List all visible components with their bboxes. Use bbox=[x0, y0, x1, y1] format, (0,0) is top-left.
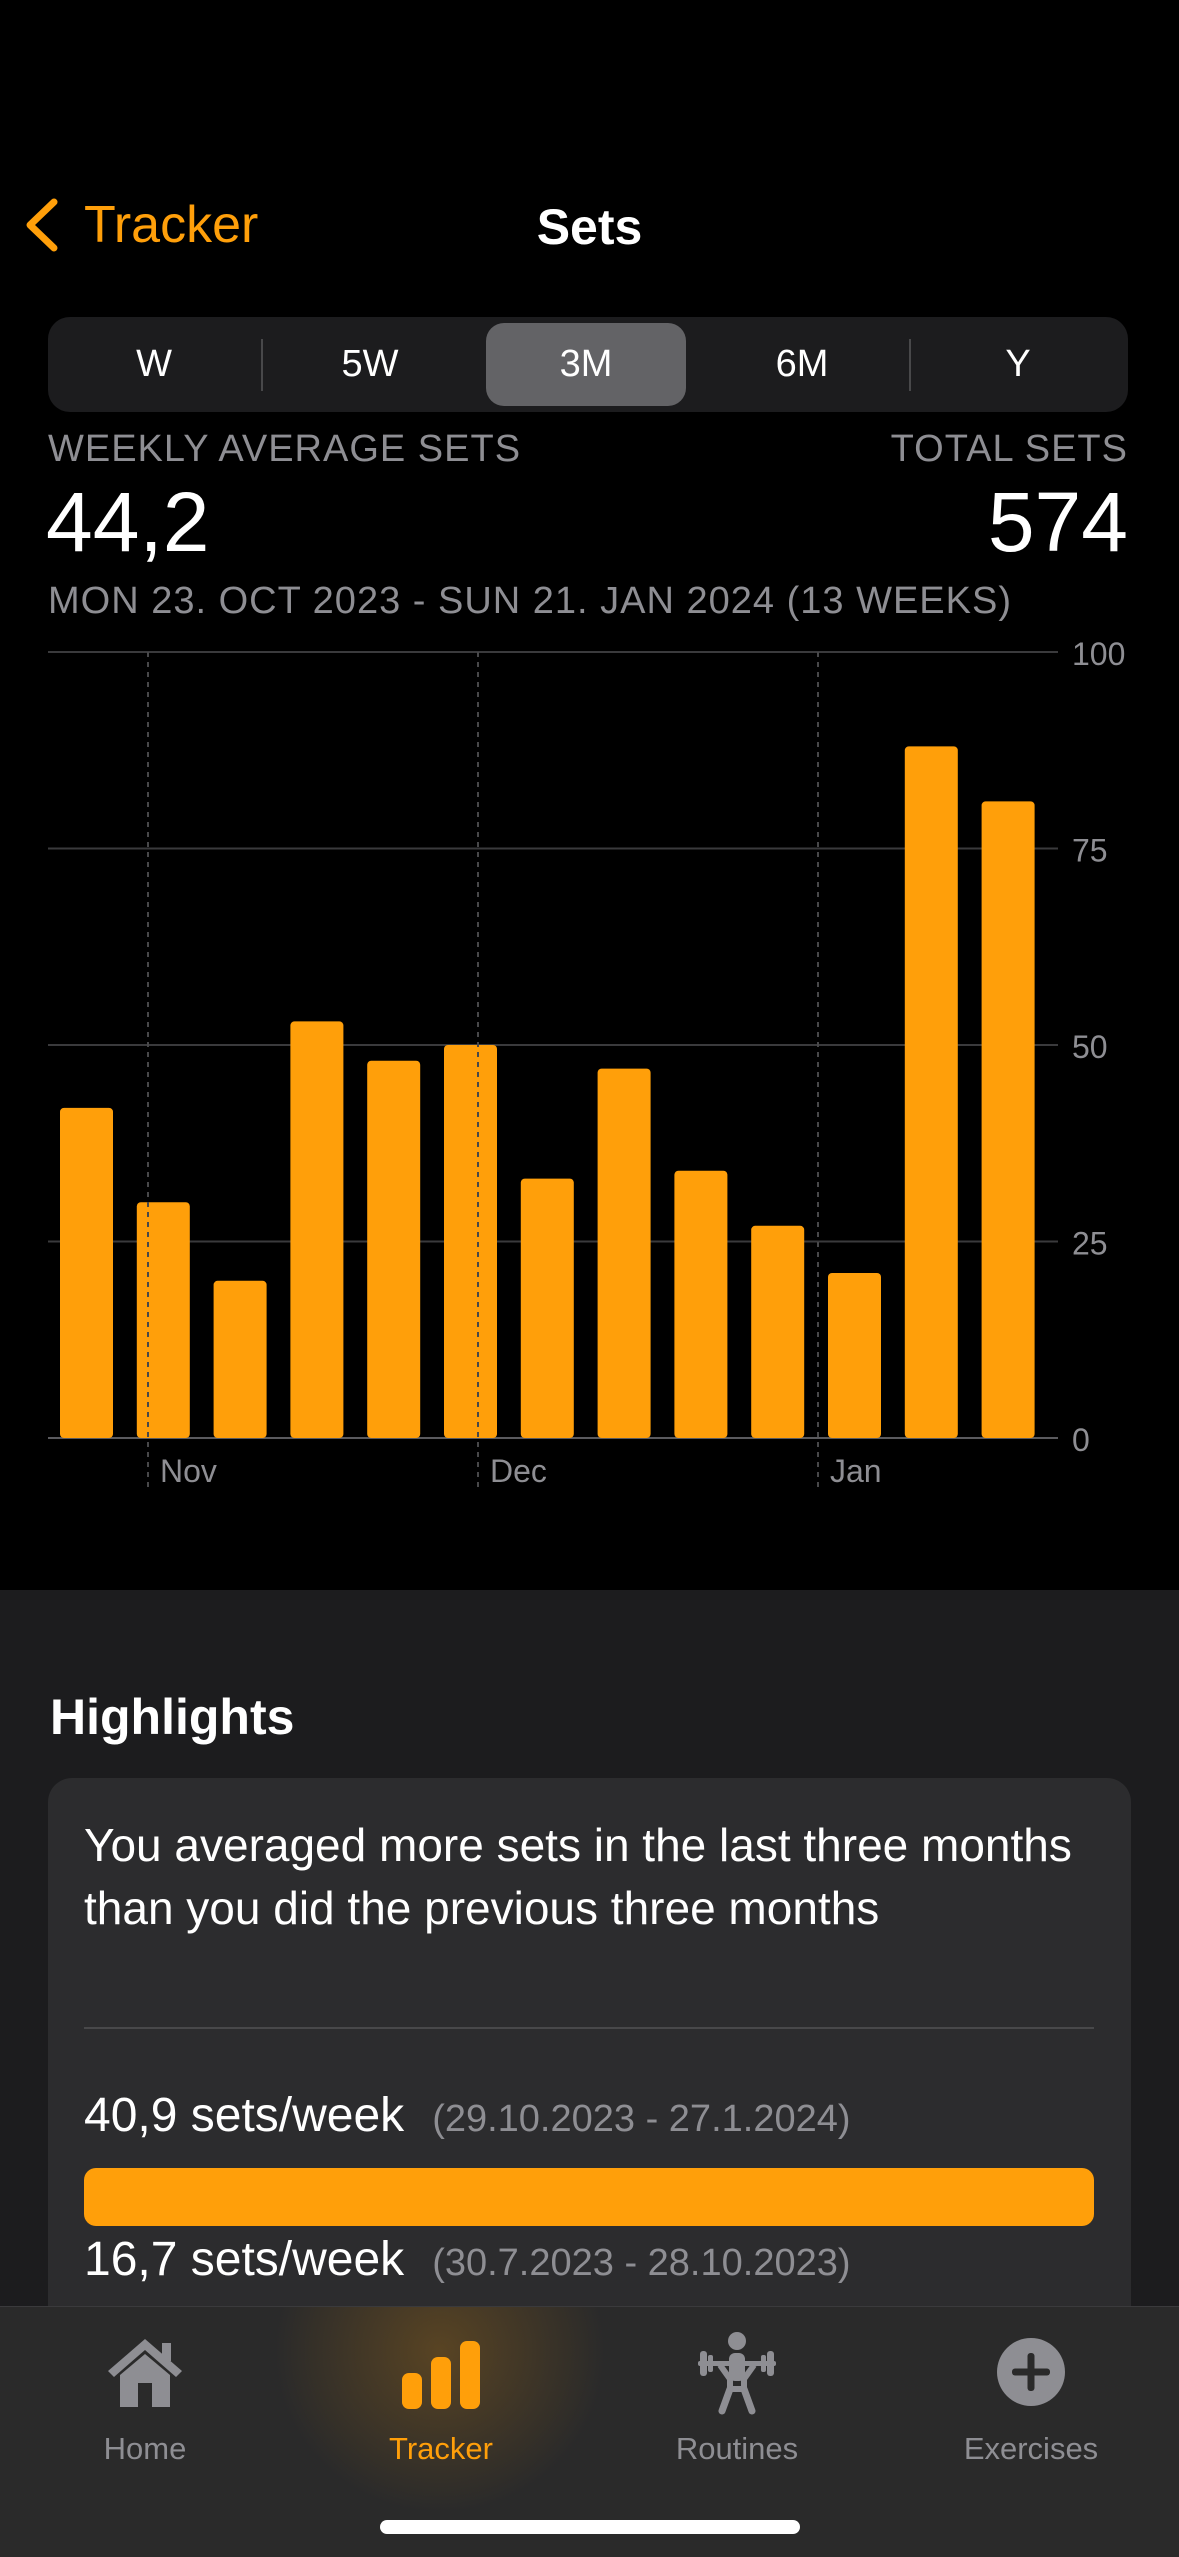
highlight-text: You averaged more sets in the last three… bbox=[84, 1819, 1072, 1934]
back-button[interactable]: Tracker bbox=[22, 190, 258, 260]
house-icon bbox=[108, 2339, 182, 2407]
x-month-label: Nov bbox=[160, 1453, 217, 1489]
y-tick-label: 100 bbox=[1072, 640, 1125, 672]
tab-routines-label: Routines bbox=[675, 2431, 799, 2466]
weekly-average-label: WEEKLY AVERAGE SETS bbox=[48, 428, 522, 470]
current-period-range: (29.10.2023 - 27.1.2024) bbox=[432, 2098, 851, 2140]
segment-separator bbox=[909, 339, 911, 391]
segment-5-weeks[interactable]: 5W bbox=[341, 343, 399, 385]
tab-tracker[interactable]: Tracker bbox=[331, 2327, 551, 2467]
current-period-bar-fill bbox=[84, 2168, 1094, 2226]
segment-3-months[interactable]: 3M bbox=[486, 323, 686, 406]
chart-bar bbox=[444, 1045, 497, 1438]
y-tick-label: 0 bbox=[1072, 1422, 1090, 1458]
bar-chart-icon bbox=[402, 2341, 480, 2409]
chart-bar bbox=[367, 1060, 421, 1438]
segment-separator bbox=[261, 339, 263, 391]
tab-routines[interactable]: Routines bbox=[627, 2327, 847, 2467]
period-segmented-control: W 5W 3M 6M Y bbox=[48, 317, 1128, 412]
segment-6-months[interactable]: 6M bbox=[775, 343, 829, 385]
card-divider bbox=[84, 2027, 1094, 2029]
plus-circle-icon bbox=[997, 2338, 1065, 2406]
y-tick-label: 50 bbox=[1072, 1029, 1108, 1065]
tab-bar: Home Tracker Routines Exercises bbox=[0, 2306, 1179, 2557]
page-title: Sets bbox=[536, 199, 643, 255]
chart-bar bbox=[213, 1280, 267, 1438]
weekly-sets-bar-chart: 100 75 50 25 0 Nov Dec Jan bbox=[48, 640, 1125, 1489]
previous-period-range: (30.7.2023 - 28.10.2023) bbox=[432, 2242, 851, 2284]
active-tab-glow bbox=[260, 2307, 620, 2527]
previous-period-value: 16,7 sets/week bbox=[84, 2233, 405, 2286]
y-tick-label: 75 bbox=[1072, 833, 1108, 869]
back-label: Tracker bbox=[84, 196, 259, 254]
current-period-row: 40,9 sets/week (29.10.2023 - 27.1.2024) bbox=[84, 2088, 851, 2143]
tab-home[interactable]: Home bbox=[35, 2327, 255, 2467]
chart-bar bbox=[60, 1107, 113, 1438]
highlights-title: Highlights bbox=[50, 1689, 295, 1745]
chart-bar bbox=[981, 801, 1035, 1438]
weekly-average-value: 44,2 bbox=[46, 475, 210, 569]
date-range: MON 23. OCT 2023 - SUN 21. JAN 2024 (13 … bbox=[48, 580, 1012, 622]
weightlifter-icon bbox=[698, 2332, 776, 2415]
chart-bar bbox=[904, 746, 958, 1438]
current-period-value: 40,9 sets/week bbox=[84, 2089, 405, 2142]
chart-bar bbox=[520, 1178, 574, 1438]
total-sets-label: TOTAL SETS bbox=[890, 428, 1128, 470]
current-period-bar bbox=[84, 2168, 1094, 2226]
chart-bar bbox=[674, 1170, 728, 1438]
chart-bar bbox=[136, 1202, 190, 1438]
previous-period-row: 16,7 sets/week (30.7.2023 - 28.10.2023) bbox=[84, 2232, 851, 2287]
chart-bar bbox=[828, 1272, 881, 1438]
chart-bar bbox=[597, 1068, 651, 1438]
home-indicator bbox=[380, 2520, 800, 2534]
chart-bar bbox=[751, 1225, 805, 1438]
x-month-label: Jan bbox=[830, 1453, 882, 1489]
tab-exercises[interactable]: Exercises bbox=[921, 2327, 1141, 2467]
y-tick-label: 25 bbox=[1072, 1226, 1108, 1262]
tab-home-label: Home bbox=[103, 2431, 187, 2466]
segment-year[interactable]: Y bbox=[1005, 343, 1031, 385]
chevron-left-icon bbox=[26, 198, 58, 252]
chart-bar bbox=[290, 1021, 344, 1438]
segment-week[interactable]: W bbox=[136, 343, 172, 385]
x-month-label: Dec bbox=[490, 1453, 547, 1489]
total-sets-value: 574 bbox=[987, 475, 1128, 569]
tab-exercises-label: Exercises bbox=[963, 2431, 1099, 2466]
tab-tracker-label: Tracker bbox=[389, 2431, 493, 2466]
